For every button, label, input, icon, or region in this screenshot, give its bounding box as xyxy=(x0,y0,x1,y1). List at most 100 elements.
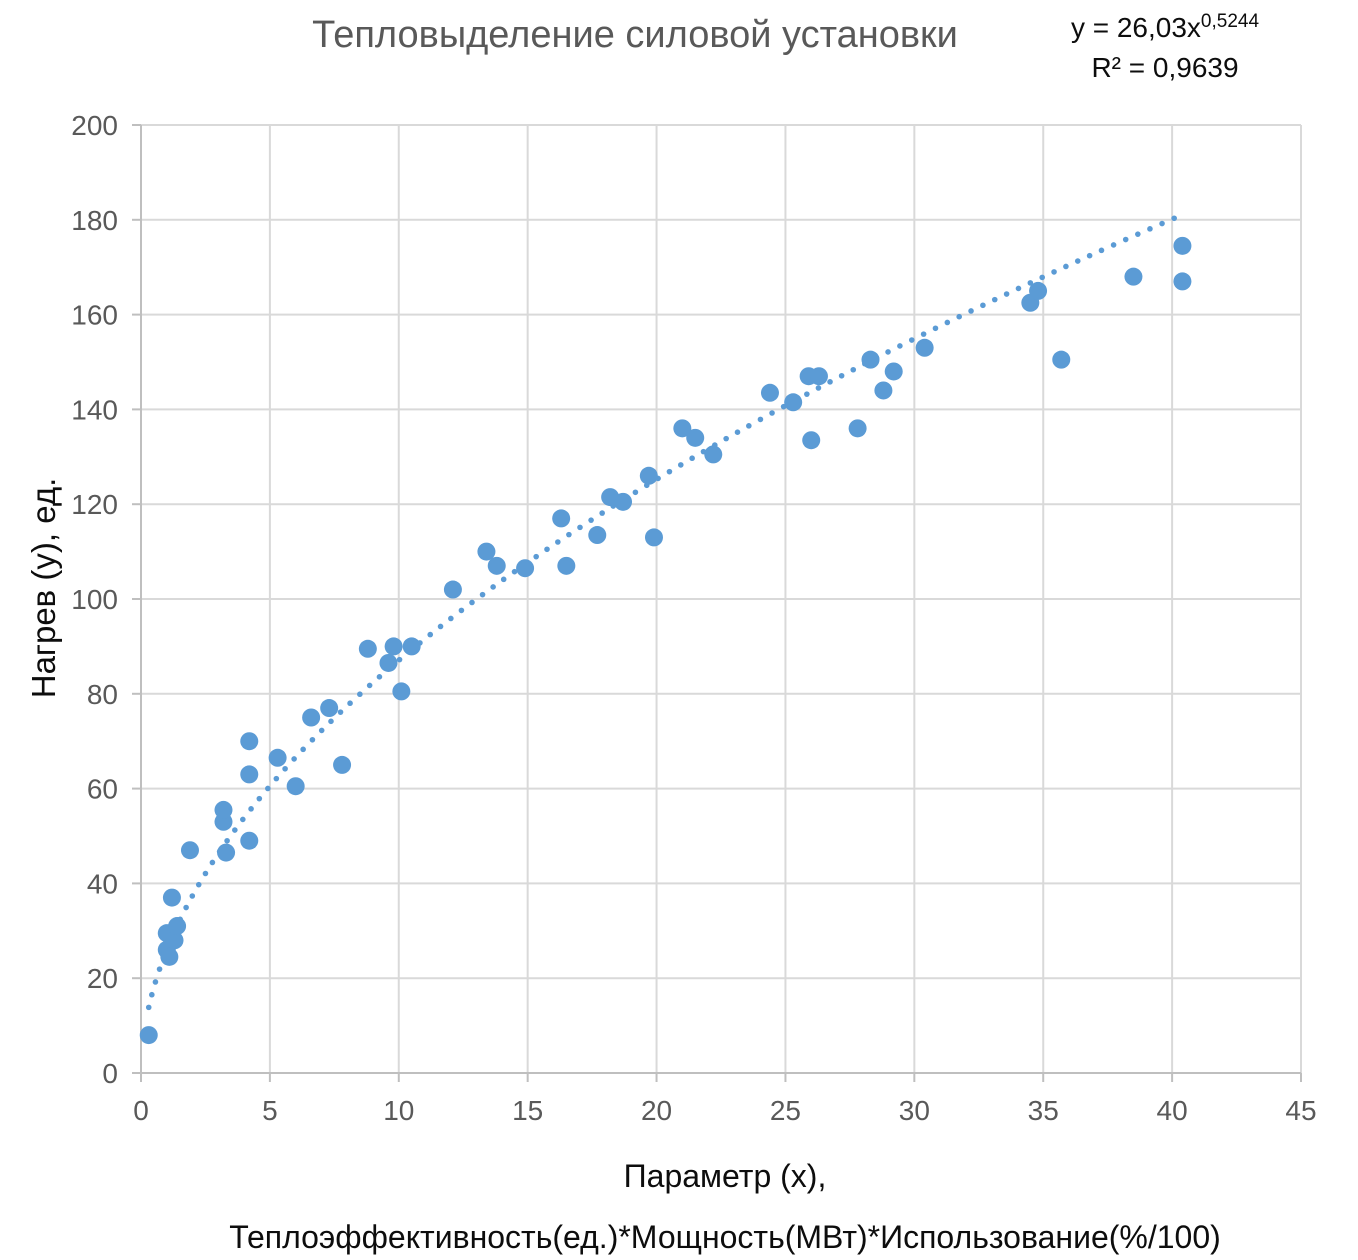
data-point xyxy=(168,917,187,936)
trendline-dot xyxy=(224,837,230,844)
trendline-dot xyxy=(366,682,373,689)
trendline-dot xyxy=(469,599,475,606)
trendline-dot xyxy=(309,736,316,743)
trendline-dot xyxy=(1159,220,1165,227)
data-point xyxy=(320,699,339,718)
data-point xyxy=(588,526,607,545)
y-axis-title: Нагрев (y), ед. xyxy=(25,477,62,699)
trendline-dot xyxy=(555,539,561,545)
trendline-dot xyxy=(1063,263,1069,270)
trendline-dot xyxy=(815,385,822,391)
trendline-dot xyxy=(920,331,927,337)
data-point xyxy=(379,653,398,672)
x-tick-label: 35 xyxy=(1028,1095,1059,1126)
data-point xyxy=(358,639,377,658)
trendline-dot xyxy=(544,546,550,553)
data-point xyxy=(516,559,535,578)
data-point xyxy=(392,682,411,701)
trendline-dot xyxy=(804,391,810,397)
trendline-dot xyxy=(566,531,572,538)
trendline-dot xyxy=(458,607,465,614)
trendline-dot xyxy=(968,308,974,314)
trendline-dot xyxy=(265,785,271,792)
trendline-dot xyxy=(1074,258,1081,264)
trendline-dot xyxy=(677,462,684,468)
trendline-dot xyxy=(209,859,216,866)
trendline-dot xyxy=(1147,226,1153,232)
trendline-dot xyxy=(991,296,998,303)
trendline-dot xyxy=(195,881,202,888)
x-tick-label: 5 xyxy=(262,1095,278,1126)
data-point xyxy=(614,492,633,511)
data-point xyxy=(333,755,352,774)
data-point xyxy=(217,843,236,862)
x-axis-title-line1: Параметр (x), xyxy=(623,1158,827,1194)
data-point xyxy=(443,580,462,599)
data-point xyxy=(214,800,233,819)
r-squared-line: R² = 0,9639 xyxy=(1091,52,1239,83)
y-tick-label: 40 xyxy=(87,868,118,899)
x-tick-label: 10 xyxy=(383,1095,414,1126)
trendline-dot xyxy=(769,410,775,416)
trendline-dot xyxy=(1003,291,1010,297)
trendline-dot xyxy=(1110,242,1117,248)
trendline-dot xyxy=(746,423,752,429)
trendline-dot xyxy=(202,870,209,877)
trendline-dot xyxy=(1086,252,1093,259)
y-tick-label: 0 xyxy=(102,1058,118,1089)
data-point xyxy=(286,777,305,796)
data-point xyxy=(802,431,821,450)
data-point xyxy=(861,350,880,369)
data-point xyxy=(848,419,867,438)
data-point xyxy=(240,765,259,784)
data-point xyxy=(1052,350,1071,369)
trendline-dot xyxy=(149,991,155,998)
data-point xyxy=(1173,236,1192,255)
trendline-equation: y = 26,03x0,5244 R² = 0,9639 xyxy=(1005,8,1325,88)
trendline-dot xyxy=(479,591,486,598)
trendline-dot xyxy=(588,517,594,523)
trendline-dot xyxy=(183,904,189,911)
trendline-dot xyxy=(885,349,891,355)
trendline-dot xyxy=(577,524,583,531)
trendline-dot xyxy=(757,416,764,423)
data-point xyxy=(1173,272,1192,291)
trendline-dot xyxy=(232,827,238,833)
trendline-dot xyxy=(734,429,741,435)
y-tick-label: 140 xyxy=(71,394,118,425)
trendline-dot xyxy=(240,816,246,823)
y-tick-label: 80 xyxy=(87,679,118,710)
x-tick-label: 15 xyxy=(512,1095,543,1126)
trendline-dot xyxy=(273,775,280,782)
trendline-dot xyxy=(189,893,196,899)
trendline-dot xyxy=(533,553,539,560)
trendline-dot xyxy=(152,979,159,985)
y-tick-label: 100 xyxy=(71,584,118,615)
trendline-dot xyxy=(1171,215,1177,222)
data-point xyxy=(673,419,692,438)
trendline-dot xyxy=(1027,280,1034,286)
trendline-dot xyxy=(511,568,518,575)
trendline-dot xyxy=(1015,285,1022,292)
data-point xyxy=(402,637,421,656)
data-point xyxy=(1124,267,1143,286)
trendline-dot xyxy=(944,319,951,326)
data-point xyxy=(809,367,828,386)
x-tick-label: 25 xyxy=(770,1095,801,1126)
trendline-dot xyxy=(437,623,444,630)
y-tick-label: 180 xyxy=(71,205,118,236)
y-tick-label: 120 xyxy=(71,489,118,520)
data-point xyxy=(477,542,496,561)
equation-base: y = 26,03x xyxy=(1070,12,1201,43)
data-point xyxy=(915,338,934,357)
trendline-dot xyxy=(956,313,962,320)
y-tick-label: 160 xyxy=(71,300,118,331)
trendline-dot xyxy=(357,691,363,698)
trendline-dot xyxy=(256,795,263,802)
trendline-dot xyxy=(1039,274,1045,281)
data-point xyxy=(644,528,663,547)
trendline-dot xyxy=(666,468,673,475)
trendline-dot xyxy=(827,379,833,385)
trendline-dot xyxy=(1051,269,1057,275)
